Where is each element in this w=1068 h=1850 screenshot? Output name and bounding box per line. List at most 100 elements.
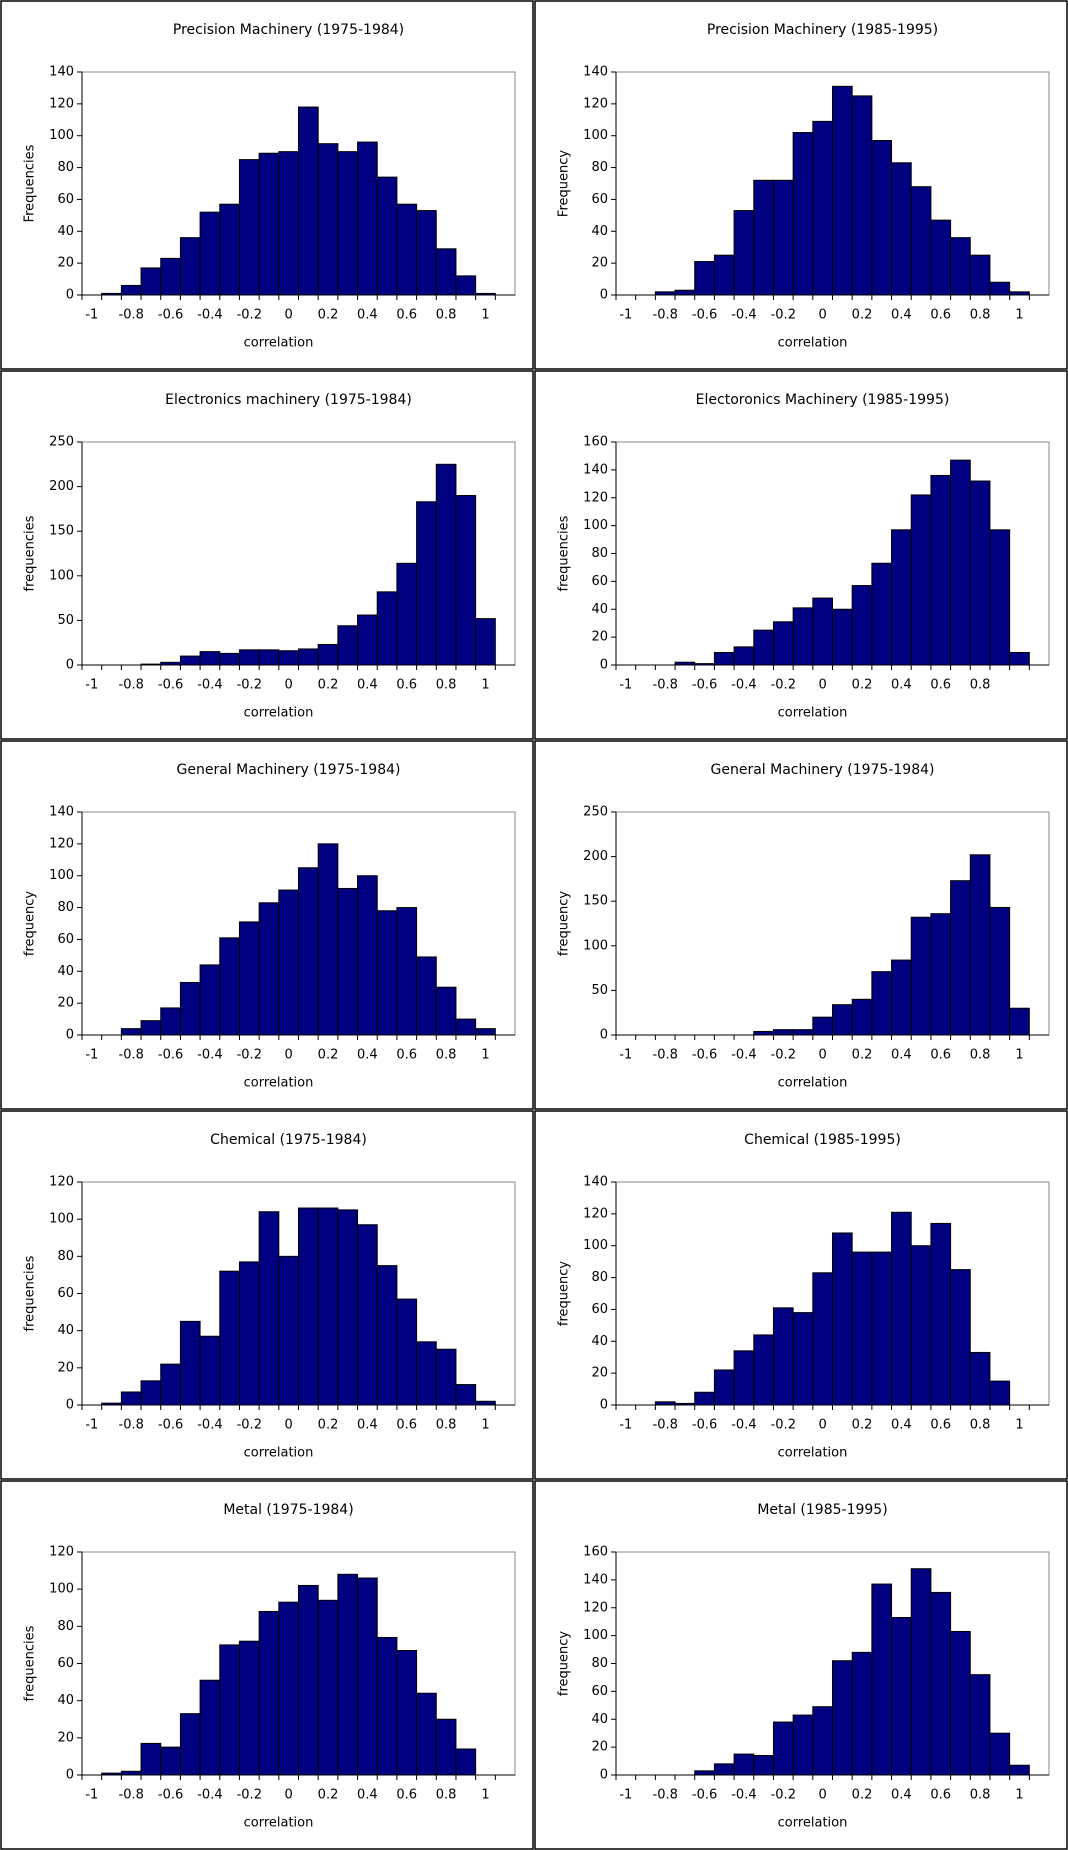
x-tick-label: 0.2 <box>318 1418 339 1433</box>
y-tick-label: 60 <box>591 192 608 207</box>
bar <box>199 211 221 296</box>
bar <box>140 267 162 296</box>
bar <box>357 1577 378 1776</box>
bar <box>891 1617 912 1776</box>
x-tick-label: -0.2 <box>237 1418 262 1433</box>
y-tick-label: 200 <box>49 479 74 494</box>
y-tick-label: 60 <box>57 1656 74 1671</box>
x-tick-label: 0 <box>819 1048 827 1063</box>
x-tick-label: -0.8 <box>653 1418 678 1433</box>
x-tick-label: 1 <box>481 1788 489 1803</box>
bar <box>969 1674 991 1776</box>
bar <box>396 1298 418 1406</box>
bar <box>317 843 339 1036</box>
x-tick-label: 0.4 <box>357 1788 378 1803</box>
x-tick-label: 0.2 <box>318 678 339 693</box>
x-tick-label: 0.6 <box>396 1788 417 1803</box>
y-tick-label: 160 <box>583 1545 608 1560</box>
bar <box>258 1211 280 1406</box>
bar <box>989 1380 1011 1406</box>
bar <box>219 652 240 666</box>
x-tick-label: 0 <box>819 678 827 693</box>
x-tick-label: 0.8 <box>970 1788 991 1803</box>
y-axis-label: frequency <box>23 891 38 957</box>
y-tick-label: 120 <box>583 490 608 505</box>
bar <box>832 1004 853 1036</box>
panel-border <box>534 1110 1068 1480</box>
y-tick-label: 0 <box>600 1398 608 1413</box>
x-tick-label: 0.4 <box>357 1048 378 1063</box>
bar <box>792 607 814 666</box>
bar <box>753 179 774 296</box>
bar <box>930 474 952 666</box>
bar <box>357 1224 378 1406</box>
x-tick-label: 1 <box>481 308 489 323</box>
chart-title: Precision Machinery (1975-1984) <box>173 22 404 38</box>
x-axis-label: correlation <box>778 336 848 351</box>
bar <box>179 1713 201 1776</box>
bar <box>871 562 893 666</box>
x-tick-label: -0.6 <box>692 1788 717 1803</box>
y-tick-label: 60 <box>57 932 74 947</box>
y-axis-label: Frequencies <box>23 144 38 222</box>
chart-title: Electronics machinery (1975-1984) <box>165 392 412 408</box>
y-tick-label: 100 <box>49 1212 74 1227</box>
panel-border <box>534 0 1068 370</box>
bar <box>832 1660 853 1776</box>
x-tick-label: 0.6 <box>930 308 951 323</box>
x-tick-label: 0.8 <box>970 1048 991 1063</box>
bar <box>298 867 319 1036</box>
y-tick-label: 80 <box>591 1656 608 1671</box>
bar <box>792 1312 814 1406</box>
y-tick-label: 40 <box>57 964 74 979</box>
bar <box>950 1630 971 1776</box>
chart-panel: General Machinery (1975-1984) correlation… <box>0 740 534 1110</box>
bar <box>910 1245 932 1406</box>
bar <box>753 1754 774 1776</box>
y-tick-label: 0 <box>66 1768 74 1783</box>
y-tick-label: 0 <box>66 1398 74 1413</box>
x-tick-label: 0.4 <box>891 308 912 323</box>
bar <box>851 585 873 666</box>
bar <box>871 971 893 1036</box>
y-tick-label: 40 <box>591 602 608 617</box>
y-tick-label: 40 <box>591 1334 608 1349</box>
y-tick-label: 60 <box>591 1302 608 1317</box>
x-tick-label: -0.2 <box>771 678 796 693</box>
bar <box>772 1307 794 1406</box>
chart-title: Chemical (1975-1984) <box>210 1132 367 1148</box>
panel-border <box>0 1110 534 1480</box>
panel-border <box>534 740 1068 1110</box>
x-tick-label: 0.2 <box>318 308 339 323</box>
bar <box>812 597 833 666</box>
chart-panel: Precision Machinery (1985-1995) correlati… <box>534 0 1068 370</box>
x-tick-label: -1 <box>85 1418 98 1433</box>
bar <box>950 1269 971 1406</box>
chart-panel: General Machinery (1975-1984) correlation… <box>534 740 1068 1110</box>
bar <box>179 237 201 296</box>
y-tick-label: 100 <box>49 1582 74 1597</box>
bar <box>435 1718 457 1776</box>
x-tick-label: 0 <box>285 1418 293 1433</box>
chart-panel: Precision Machinery (1975-1984) correlati… <box>0 0 534 370</box>
panel-border <box>534 1480 1068 1850</box>
y-tick-label: 20 <box>591 1366 608 1381</box>
x-tick-label: 0.8 <box>436 678 457 693</box>
bar <box>376 910 398 1036</box>
x-tick-label: -0.2 <box>771 308 796 323</box>
bar <box>910 916 932 1036</box>
bar <box>337 625 359 666</box>
x-tick-label: 0.4 <box>891 1788 912 1803</box>
bar <box>1009 651 1030 666</box>
x-tick-label: -0.4 <box>731 1788 756 1803</box>
bar <box>871 139 893 296</box>
x-tick-label: -0.8 <box>119 1418 144 1433</box>
bar <box>772 1029 794 1036</box>
bar <box>199 1335 221 1406</box>
bar <box>1009 1764 1030 1776</box>
bar <box>435 1348 457 1406</box>
x-tick-label: -0.4 <box>731 308 756 323</box>
y-tick-label: 100 <box>49 568 74 583</box>
bar <box>140 1742 162 1776</box>
bar <box>475 1028 496 1036</box>
